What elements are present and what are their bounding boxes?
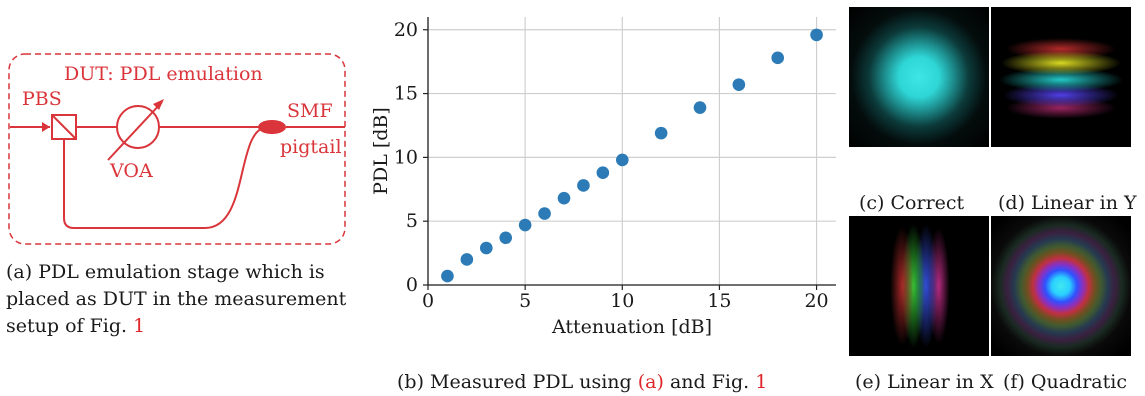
x-tick-label: 10 (610, 290, 634, 312)
pbs-diagonal (51, 114, 77, 140)
dut-box-label: DUT: PDL emulation (64, 63, 263, 85)
caption-b: (b) Measured PDL using (a) and Fig. 1 (397, 369, 767, 396)
chart-axes (427, 17, 836, 286)
caption-b-text: (b) Measured PDL using (397, 371, 638, 393)
data-point (654, 126, 668, 140)
data-point (771, 51, 785, 65)
psf-image-quadratic (991, 216, 1131, 356)
pigtail-label: pigtail (280, 136, 342, 158)
lower-branch-line (63, 126, 269, 229)
caption-d: (d) Linear in Y (998, 192, 1137, 214)
x-tick-label: 0 (422, 290, 434, 312)
caption-a-line1: (a) PDL emulation stage which is (6, 261, 325, 283)
smf-label: SMF (287, 100, 333, 122)
x-tick-label: 15 (707, 290, 731, 312)
data-point (499, 231, 513, 245)
caption-a: (a) PDL emulation stage which is placed … (6, 259, 356, 340)
psf-image-linear-x (849, 216, 989, 356)
data-point (538, 207, 551, 220)
chart-points (441, 28, 823, 283)
y-tick-label: 0 (406, 274, 418, 296)
data-point (479, 241, 493, 255)
psf-image-correct (849, 7, 989, 147)
x-tick-label: 5 (519, 290, 531, 312)
pdl-emulation-diagram (8, 53, 346, 245)
caption-b-mid: and Fig. (663, 371, 756, 393)
y-tick-label: 20 (394, 19, 418, 41)
data-point (460, 253, 474, 266)
data-point (810, 28, 823, 42)
caption-c: (c) Correct (859, 192, 965, 214)
pdl-scatter-chart: 0 5 10 15 20 0 5 10 15 20 Attenuation [dB] PDL [d… (370, 17, 836, 338)
caption-a-line3: setup of Fig. 1 (6, 313, 356, 340)
y-tick-label: 10 (394, 146, 418, 168)
caption-a-line2: placed as DUT in the measurement (6, 288, 347, 310)
coupler-icon (258, 120, 286, 134)
caption-f: (f) Quadratic (1003, 371, 1127, 393)
voa-label: VOA (110, 160, 153, 182)
fig-1-link[interactable]: 1 (133, 315, 146, 337)
y-axis-label: PDL [dB] (370, 107, 392, 195)
voa-adjust-arrow-icon (153, 99, 164, 110)
data-point (577, 179, 590, 192)
x-tick-label: 20 (804, 290, 828, 312)
x-axis-label: Attenuation [dB] (551, 316, 712, 338)
data-point (732, 78, 746, 91)
data-point (693, 101, 707, 114)
data-point (441, 269, 454, 283)
y-tick-label: 5 (406, 210, 418, 232)
dut-dashed-box (8, 53, 346, 245)
caption-a-line3-text: setup of Fig. (6, 315, 134, 337)
y-tick-label: 15 (394, 83, 418, 105)
panel-a-link[interactable]: (a) (637, 371, 664, 393)
data-point (518, 218, 532, 232)
chart-ticks: 0 5 10 15 20 0 5 10 15 20 (394, 19, 829, 312)
data-point (557, 191, 571, 205)
data-point (615, 153, 629, 167)
pbs-label: PBS (22, 88, 62, 110)
caption-e: (e) Linear in X (855, 371, 994, 393)
psf-image-linear-y (991, 7, 1131, 147)
data-point (596, 166, 610, 179)
voa-adjust-line (107, 101, 163, 161)
fig-1-link-b[interactable]: 1 (755, 371, 768, 393)
input-arrow-icon (42, 122, 50, 132)
